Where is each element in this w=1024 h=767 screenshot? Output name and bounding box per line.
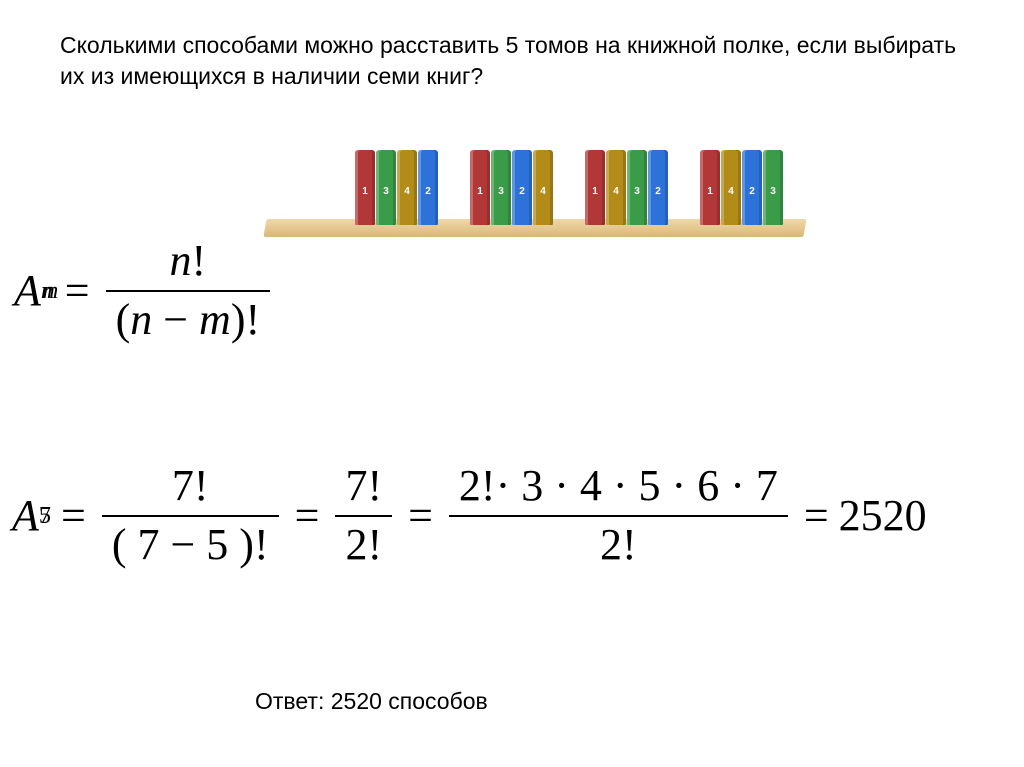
numerator-n: n (170, 236, 192, 285)
answer-label: Ответ: (255, 688, 331, 714)
den-2: 2 (600, 520, 622, 569)
den-n: n (130, 295, 152, 344)
book (533, 150, 553, 225)
fraction-general: n! (n − m)! (106, 235, 271, 347)
factorial-bang: ! (367, 520, 382, 569)
book (721, 150, 741, 225)
factorial-bang: ! (481, 461, 496, 510)
book-group (585, 150, 668, 225)
formula-arrangements-calc: A57 = 7! ( 7 − 5 )! = 7! 2! (12, 460, 927, 572)
book (742, 150, 762, 225)
paren-close: ) (228, 520, 254, 569)
num-rest: · 3 · 4 · 5 · 6 · 7 (496, 461, 778, 510)
book (700, 150, 720, 225)
minus-sign: − (152, 295, 199, 344)
factorial-bang: ! (194, 461, 209, 510)
symbol-A: A (14, 265, 41, 316)
equals-sign: = (51, 490, 96, 541)
result-2520: 2520 (839, 490, 927, 541)
fraction-bar (106, 290, 271, 292)
book (648, 150, 668, 225)
factorial-bang: ! (245, 295, 260, 344)
book (585, 150, 605, 225)
book-group (700, 150, 783, 225)
equals-sign: = (794, 490, 839, 541)
factorial-bang: ! (254, 520, 269, 569)
book (376, 150, 396, 225)
fraction-bar (449, 515, 788, 517)
book (491, 150, 511, 225)
book-group (355, 150, 438, 225)
factorial-bang: ! (192, 236, 207, 285)
answer-line: Ответ: 2520 способов (255, 688, 488, 715)
slide: Сколькими способами можно расставить 5 т… (0, 0, 1024, 767)
answer-value: 2520 способов (331, 688, 488, 714)
factorial-bang: ! (622, 520, 637, 569)
subscript-7: 7 (39, 502, 51, 530)
book (763, 150, 783, 225)
factorial-bang: ! (367, 461, 382, 510)
equals-sign: = (285, 490, 330, 541)
num-7: 7 (345, 461, 367, 510)
book-group (470, 150, 553, 225)
book (470, 150, 490, 225)
book (512, 150, 532, 225)
formula-arrangements-general: Amn = n! (n − m)! (14, 235, 276, 347)
book (627, 150, 647, 225)
fraction-step-2: 7! 2! (335, 460, 392, 572)
book (606, 150, 626, 225)
fraction-bar (102, 515, 279, 517)
num-7: 7 (172, 461, 194, 510)
book (355, 150, 375, 225)
paren-open: ( (116, 295, 131, 344)
fraction-bar (335, 515, 392, 517)
book (418, 150, 438, 225)
subscript-n: n (43, 277, 55, 305)
paren-open: ( (112, 520, 138, 569)
bookshelf-illustration (265, 125, 805, 245)
den-7: 7 (137, 520, 159, 569)
equals-sign: = (398, 490, 443, 541)
num-2: 2 (459, 461, 481, 510)
den-2: 2 (345, 520, 367, 569)
minus-sign: − (159, 520, 206, 569)
question-text: Сколькими способами можно расставить 5 т… (60, 30, 960, 92)
den-5: 5 (206, 520, 228, 569)
den-m: m (199, 295, 231, 344)
fraction-step-3: 2!· 3 · 4 · 5 · 6 · 7 2! (449, 460, 788, 572)
book (397, 150, 417, 225)
paren-close: ) (231, 295, 246, 344)
equals-sign: = (55, 265, 100, 316)
fraction-step-1: 7! ( 7 − 5 )! (102, 460, 279, 572)
symbol-A: A (12, 490, 39, 541)
